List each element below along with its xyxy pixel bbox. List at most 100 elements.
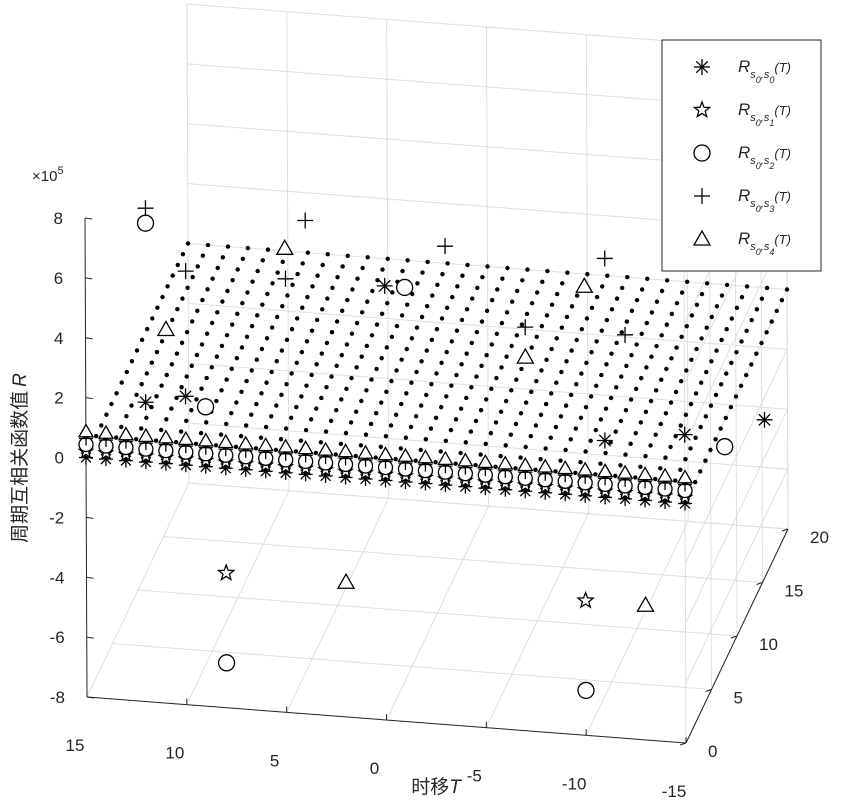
plane-dot	[764, 285, 770, 291]
z-tick-label: -6	[50, 628, 65, 647]
plane-dot	[189, 407, 194, 413]
plane-dot	[449, 383, 454, 388]
plane-dot	[484, 308, 490, 314]
plane-dot	[634, 342, 639, 347]
plane-dot	[254, 401, 259, 407]
plane-dot	[470, 296, 475, 301]
plane-dot	[445, 261, 450, 266]
plane-dot	[688, 401, 694, 407]
plane-dot	[593, 427, 598, 433]
plane-dot	[480, 275, 485, 280]
plane-dot	[249, 368, 254, 373]
plane-dot	[279, 348, 285, 353]
plane-dot	[274, 359, 279, 364]
plane-dot	[613, 429, 618, 434]
plane-dot	[289, 326, 295, 332]
plane-dot	[774, 308, 779, 314]
plane-dot	[285, 293, 290, 298]
plane-dot	[269, 325, 275, 330]
plane-dot	[479, 363, 484, 369]
plane-dot	[195, 264, 200, 269]
plane-dot	[154, 394, 159, 399]
plane-dot	[604, 317, 610, 323]
triangle-shape	[197, 432, 214, 447]
plane-dot	[518, 455, 523, 460]
plane-dot	[504, 310, 510, 315]
plane-dot	[494, 331, 500, 336]
plane-dot	[578, 415, 584, 421]
plane-dot	[144, 371, 149, 376]
circle-shape	[217, 654, 236, 672]
plane-dot	[298, 438, 304, 443]
plane-dot	[574, 382, 579, 387]
plane-dot	[420, 270, 425, 275]
plane-dot	[535, 290, 540, 295]
marker-plus	[617, 326, 634, 343]
plane-dot	[155, 305, 160, 310]
plane-dot	[739, 294, 745, 300]
plane-dot	[139, 337, 145, 342]
plane-dot	[314, 406, 319, 411]
plane-dot	[518, 411, 524, 416]
plane-dot	[219, 343, 225, 349]
plane-dot	[558, 414, 564, 419]
plane-dot	[299, 394, 304, 399]
plane-dot	[718, 382, 724, 387]
plane-dot	[453, 461, 458, 466]
plane-dot	[608, 395, 614, 401]
plane-dot	[318, 440, 324, 445]
plane-dot	[309, 328, 315, 333]
plane-dot	[609, 307, 615, 312]
plane-dot	[349, 375, 354, 381]
legend-label: Rs0,s1(T)	[738, 100, 791, 128]
plane-dot	[109, 401, 114, 407]
triangle-shape	[477, 453, 494, 469]
plane-dot	[219, 388, 224, 393]
asterisk-stroke	[678, 428, 691, 441]
plane-dot	[719, 337, 724, 343]
triangle-shape	[575, 276, 594, 293]
z-axis-label: 周期互相关函数值R	[9, 373, 31, 543]
plane-dot	[359, 398, 364, 404]
plane-dot	[503, 398, 509, 404]
plane-dot	[418, 447, 423, 453]
plane-dot	[249, 412, 254, 417]
plane-dot	[538, 456, 543, 462]
plane-dot	[309, 372, 314, 378]
plane-dot	[489, 342, 494, 347]
triangle-shape	[437, 450, 454, 466]
plane-dot	[179, 340, 185, 346]
plane-dot	[744, 372, 749, 378]
legend-label: Rs0,s2(T)	[738, 143, 791, 171]
marker-triangle	[237, 435, 254, 450]
plane-dot	[193, 441, 199, 446]
plane-dot	[548, 435, 553, 440]
plane-dot	[623, 408, 629, 413]
plane-dot	[334, 363, 339, 369]
plane-dot	[565, 270, 570, 275]
plane-dot	[195, 308, 200, 313]
plane-dot	[358, 443, 364, 448]
plane-dot	[393, 412, 399, 417]
plane-dot	[149, 404, 154, 410]
plane-dot	[513, 421, 519, 427]
marker-triangle	[137, 427, 155, 443]
marker-triangle	[636, 466, 654, 481]
plane-dot	[389, 378, 394, 384]
plane-dot	[433, 415, 439, 421]
plane-dot	[113, 435, 119, 440]
marker-triangle	[97, 424, 115, 439]
plane-dot	[718, 426, 723, 431]
plane-dot	[413, 458, 418, 463]
y-tick	[705, 689, 712, 692]
plane-dot	[200, 297, 205, 303]
marker-circle	[693, 144, 711, 162]
marker-triangle	[577, 461, 594, 476]
plane-dot	[414, 325, 420, 330]
plane-dot	[435, 282, 440, 288]
plane-dot	[674, 345, 679, 350]
plane-dot	[688, 446, 693, 451]
plane-dot	[525, 267, 530, 272]
plane-dot	[409, 336, 415, 341]
plane-dot	[399, 357, 404, 362]
